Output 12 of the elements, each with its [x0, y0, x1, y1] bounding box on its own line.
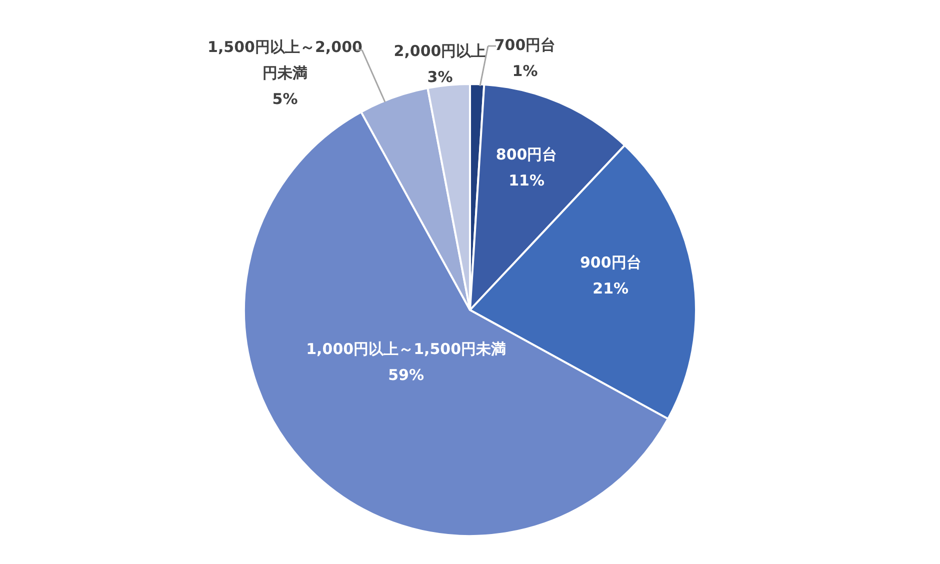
data-label: 59% [388, 366, 424, 384]
data-label: 21% [592, 280, 629, 298]
data-label: 5% [272, 90, 298, 108]
slice-label: 1,000円以上～1,500円未満 [306, 340, 506, 358]
slice-label: 1,500円以上～2,000円未満 [208, 38, 362, 82]
slice-label: 900円台 [580, 254, 642, 272]
data-label: 3% [427, 68, 453, 86]
data-label: 11% [508, 171, 544, 190]
slice-label: 700円台 [494, 36, 556, 54]
data-label: 1% [512, 62, 538, 80]
slice-label: 2,000円以上 [394, 42, 486, 60]
slice-label: 800円台 [496, 145, 558, 164]
